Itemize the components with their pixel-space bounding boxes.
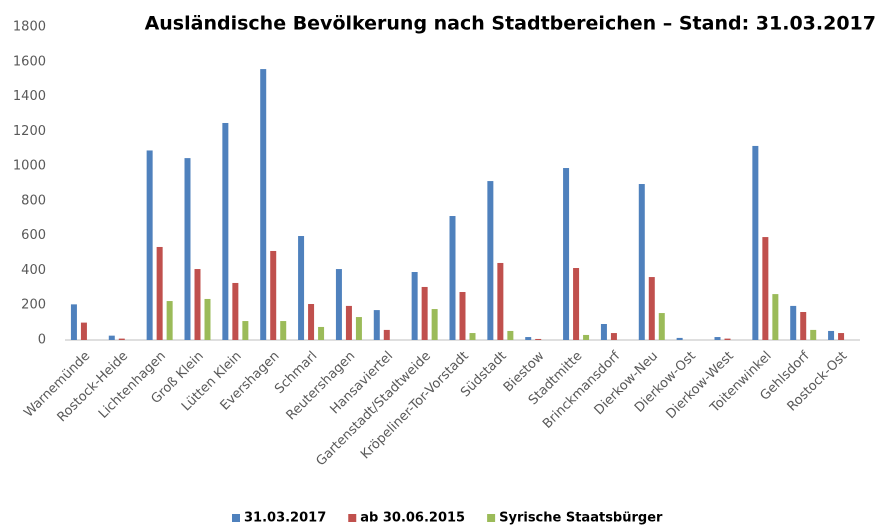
bar — [373, 310, 380, 340]
legend-label: ab 30.06.2015 — [360, 511, 465, 526]
bar — [525, 337, 532, 340]
bar — [487, 181, 494, 340]
bar — [232, 282, 239, 340]
bar — [497, 262, 504, 340]
bar — [421, 286, 428, 340]
y-tick-label: 0 — [38, 333, 46, 348]
bar — [431, 309, 438, 340]
bar — [563, 168, 570, 340]
bar — [610, 333, 617, 340]
bar — [383, 329, 390, 340]
y-tick-label: 1400 — [13, 89, 46, 104]
y-tick-label: 200 — [21, 298, 46, 313]
bar — [790, 305, 797, 340]
bar — [194, 269, 201, 340]
legend-swatch — [487, 514, 496, 522]
y-tick-label: 1000 — [13, 159, 46, 174]
x-tick-label: Warnemünde — [21, 349, 93, 421]
y-tick-label: 600 — [21, 228, 46, 243]
bar — [449, 216, 456, 340]
x-tick-label: Lichtenhagen — [96, 349, 169, 422]
y-tick-label: 1200 — [13, 124, 46, 139]
bar — [800, 312, 807, 340]
legend-swatch — [232, 514, 240, 522]
bar — [156, 246, 163, 340]
bar — [469, 333, 476, 340]
bar — [600, 324, 607, 340]
bar — [535, 338, 542, 340]
bar — [810, 329, 817, 340]
bar — [638, 184, 645, 340]
bar — [772, 294, 779, 340]
bar — [762, 237, 769, 340]
bar — [724, 338, 731, 340]
bar — [118, 338, 125, 340]
bar — [222, 122, 229, 340]
bar — [80, 322, 87, 340]
bar — [270, 250, 277, 340]
y-tick-label: 400 — [21, 263, 46, 278]
chart-title: Ausländische Bevölkerung nach Stadtberei… — [145, 13, 876, 35]
bar — [583, 334, 590, 340]
bar — [507, 330, 514, 340]
bar — [573, 268, 580, 340]
bar — [184, 158, 191, 340]
bar — [714, 337, 721, 340]
bar — [335, 269, 342, 340]
bar — [280, 321, 287, 340]
y-tick-label: 1800 — [13, 20, 46, 35]
y-tick-label: 1600 — [13, 54, 46, 69]
bar — [108, 335, 115, 340]
bar — [308, 304, 315, 340]
x-tick-label: Dierkow-West — [663, 349, 736, 422]
bar — [166, 301, 173, 340]
legend-swatch — [348, 514, 357, 522]
bar — [658, 313, 665, 340]
bar — [146, 150, 153, 340]
y-tick-label: 800 — [21, 193, 46, 208]
bar — [318, 326, 325, 340]
bar — [298, 236, 305, 340]
legend-label: Syrische Staatsbürger — [499, 511, 663, 526]
bar — [411, 272, 418, 340]
bar — [828, 330, 835, 340]
bar — [459, 292, 466, 340]
bar — [260, 69, 267, 340]
bar — [70, 304, 77, 340]
bar — [355, 317, 362, 340]
legend-label: 31.03.2017 — [244, 511, 326, 526]
bar — [676, 337, 683, 340]
bar — [752, 145, 759, 340]
bar — [838, 333, 845, 340]
bar — [648, 277, 655, 340]
bar — [204, 298, 211, 340]
bar — [345, 305, 352, 340]
bar — [242, 321, 249, 340]
